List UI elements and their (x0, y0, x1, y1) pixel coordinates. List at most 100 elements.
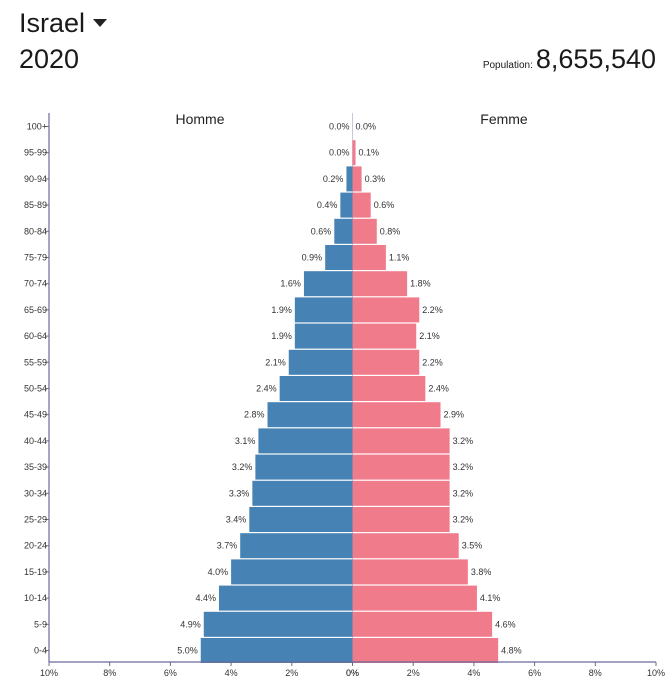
country-selector[interactable]: Israel (19, 6, 108, 40)
male-bar (340, 192, 353, 218)
x-tick-label: 4% (467, 668, 480, 678)
x-tick-label: 8% (589, 668, 602, 678)
x-tick-label: 10% (40, 668, 58, 678)
left-series-label: Homme (175, 111, 224, 127)
female-bar (352, 559, 468, 585)
male-bar (294, 297, 353, 323)
male-value-label: 3.2% (232, 462, 253, 472)
male-value-label: 4.9% (180, 619, 201, 629)
male-bar (240, 533, 353, 559)
age-group-label: 50-54 (24, 384, 47, 394)
female-value-label: 2.2% (422, 357, 443, 367)
male-bar (303, 271, 353, 297)
female-bar (352, 480, 450, 506)
male-value-label: 0.0% (329, 122, 350, 132)
x-tick-label: 8% (103, 668, 116, 678)
male-value-label: 0.4% (317, 200, 338, 210)
male-bar (200, 638, 353, 663)
age-group-label: 65-69 (24, 305, 47, 315)
male-bar (218, 585, 353, 611)
female-value-label: 3.5% (462, 541, 483, 551)
male-value-label: 3.1% (235, 436, 256, 446)
female-value-label: 3.2% (453, 462, 474, 472)
male-value-label: 0.0% (329, 148, 350, 158)
female-value-label: 0.8% (380, 226, 401, 236)
age-group-label: 60-64 (24, 331, 47, 341)
male-value-label: 4.4% (195, 593, 216, 603)
male-value-label: 0.2% (323, 174, 344, 184)
female-bar (352, 507, 450, 532)
female-bar (352, 454, 450, 480)
female-bar (352, 428, 450, 454)
female-bar (352, 297, 420, 323)
female-bar (352, 611, 493, 637)
female-bar (352, 585, 477, 611)
x-tick-label: 4% (225, 668, 238, 678)
male-value-label: 3.4% (226, 515, 247, 525)
female-value-label: 3.2% (453, 488, 474, 498)
x-tick-label: 0% (346, 668, 359, 678)
age-group-label: 15-19 (24, 567, 47, 577)
male-bar (203, 611, 353, 637)
population-label: Population: (482, 60, 533, 71)
female-value-label: 4.1% (480, 593, 501, 603)
female-bar (352, 166, 362, 192)
population-value: 8,655,540 (535, 44, 656, 74)
male-value-label: 2.4% (256, 384, 277, 394)
age-group-label: 40-44 (24, 436, 47, 446)
male-value-label: 3.3% (229, 488, 250, 498)
age-group-label: 75-79 (24, 253, 47, 263)
female-value-label: 4.8% (501, 646, 522, 656)
age-group-label: 90-94 (24, 174, 47, 184)
population-readout: Population: 8,655,540 (483, 42, 656, 76)
male-bar (294, 323, 353, 349)
male-value-label: 0.6% (311, 226, 332, 236)
male-value-label: 5.0% (177, 646, 198, 656)
male-bar (258, 428, 353, 454)
female-value-label: 0.3% (365, 174, 386, 184)
age-group-label: 80-84 (24, 226, 47, 236)
male-bar (288, 349, 353, 375)
age-group-label: 25-29 (24, 515, 47, 525)
female-bar (352, 218, 377, 244)
female-value-label: 2.4% (428, 384, 449, 394)
age-group-label: 55-59 (24, 357, 47, 367)
male-value-label: 2.1% (265, 357, 286, 367)
female-bar (352, 402, 441, 428)
age-group-label: 95-99 (24, 148, 47, 158)
male-value-label: 1.6% (280, 279, 301, 289)
country-name: Israel (19, 8, 86, 38)
female-value-label: 1.8% (410, 279, 431, 289)
x-tick-label: 0% (346, 668, 359, 678)
x-tick-label: 2% (407, 668, 420, 678)
female-bar (352, 533, 459, 559)
male-bar (231, 559, 353, 585)
male-bar (255, 454, 353, 480)
female-bar (352, 323, 417, 349)
age-group-label: 85-89 (24, 200, 47, 210)
male-value-label: 0.9% (302, 253, 323, 263)
age-group-label: 10-14 (24, 593, 47, 603)
female-bar (352, 140, 356, 166)
age-group-label: 20-24 (24, 541, 47, 551)
male-value-label: 1.9% (271, 331, 292, 341)
male-value-label: 1.9% (271, 305, 292, 315)
male-value-label: 4.0% (208, 567, 229, 577)
age-group-label: 5-9 (34, 619, 47, 629)
dropdown-caret-icon[interactable] (93, 18, 108, 27)
female-value-label: 0.6% (374, 200, 395, 210)
female-value-label: 4.6% (495, 619, 516, 629)
age-group-label: 30-34 (24, 488, 47, 498)
female-bar (352, 376, 426, 401)
female-bar (352, 271, 408, 297)
female-value-label: 1.1% (389, 253, 410, 263)
year-label: 2020 (19, 44, 80, 74)
age-group-label: 35-39 (24, 462, 47, 472)
male-bar (325, 245, 353, 270)
female-bar (352, 349, 420, 375)
female-value-label: 3.8% (471, 567, 492, 577)
female-value-label: 2.2% (422, 305, 443, 315)
age-group-label: 70-74 (24, 279, 47, 289)
age-group-label: 100+ (27, 122, 47, 132)
